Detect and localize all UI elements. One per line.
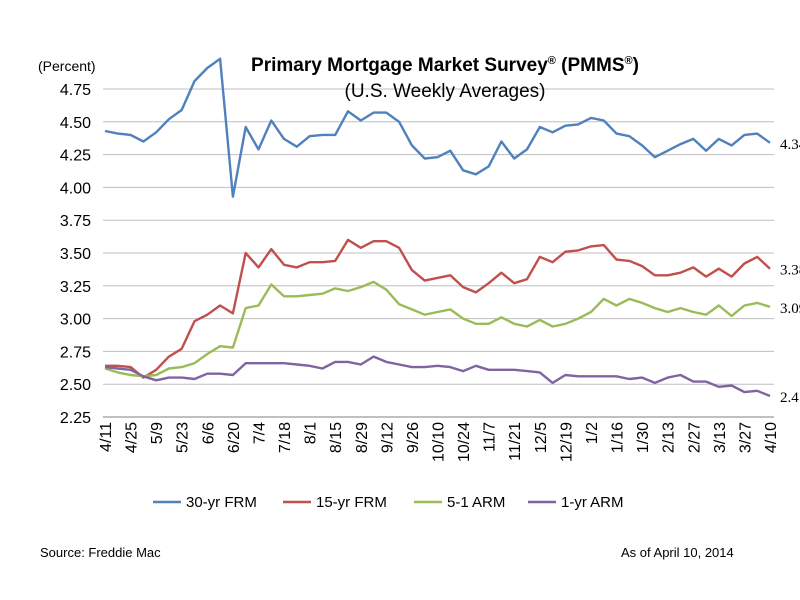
series-line <box>104 280 771 378</box>
x-tick-label: 10/10 <box>431 422 448 462</box>
end-value-labels: 4.34% 3.38% 3.09% 2.41% <box>780 137 800 406</box>
y-axis-ticks: 4.75 4.50 4.25 4.00 3.75 3.50 3.25 3.00 2.75 2.50… <box>60 82 91 427</box>
y-tick-label: 4.50 <box>60 115 91 132</box>
x-tick-label: 3/13 <box>712 422 729 453</box>
x-tick-label: 4/25 <box>124 422 141 453</box>
x-tick-label: 2/13 <box>661 422 678 453</box>
x-tick-label: 9/26 <box>405 422 422 453</box>
y-axis-label: (Percent) <box>38 58 96 74</box>
x-tick-label: 7/18 <box>277 422 294 453</box>
x-tick-label: 4/10 <box>763 422 780 453</box>
series-line <box>104 57 771 198</box>
x-axis-ticks: 4/11 4/25 5/9 5/23 6/6 6/20 7/4 7/18 8/1 8/15 8/29… <box>98 422 780 462</box>
x-tick-label: 1/2 <box>584 422 601 444</box>
legend-label: 30-yr FRM <box>186 494 257 511</box>
y-tick-label: 3.00 <box>60 312 91 329</box>
x-tick-label: 7/4 <box>251 422 268 444</box>
x-tick-label: 11/7 <box>482 422 499 452</box>
x-tick-label: 8/29 <box>354 422 371 453</box>
x-tick-label: 9/12 <box>379 422 396 453</box>
end-value-label: 2.41% <box>780 390 800 406</box>
x-tick-label: 10/24 <box>456 422 473 462</box>
y-tick-label: 4.00 <box>60 180 91 197</box>
x-tick-label: 3/27 <box>737 422 754 453</box>
x-tick-label: 4/11 <box>98 422 115 452</box>
y-tick-label: 3.50 <box>60 246 91 263</box>
chart-subtitle: (U.S. Weekly Averages) <box>345 81 546 102</box>
x-tick-label: 5/23 <box>175 422 192 453</box>
x-tick-label: 8/1 <box>303 422 320 444</box>
x-tick-label: 11/21 <box>507 422 524 461</box>
x-tick-label: 6/6 <box>200 422 217 444</box>
end-value-label: 4.34% <box>780 137 800 153</box>
x-tick-label: 8/15 <box>328 422 345 453</box>
legend-label: 15-yr FRM <box>316 494 387 511</box>
y-tick-label: 3.25 <box>60 279 91 296</box>
end-value-label: 3.09% <box>780 301 800 317</box>
as-of-date: As of April 10, 2014 <box>621 545 734 560</box>
source-note: Source: Freddie Mac <box>40 545 161 560</box>
legend-label: 1-yr ARM <box>561 494 624 511</box>
series-line <box>104 355 771 398</box>
legend: 30-yr FRM 15-yr FRM 5-1 ARM 1-yr ARM <box>153 494 624 511</box>
x-tick-label: 5/9 <box>149 422 166 444</box>
y-tick-label: 4.25 <box>60 148 91 165</box>
y-tick-label: 2.75 <box>60 344 91 361</box>
end-value-label: 3.38% <box>780 263 800 279</box>
y-tick-label: 4.75 <box>60 82 91 99</box>
x-tick-label: 12/5 <box>533 422 550 453</box>
series-lines <box>104 57 771 398</box>
x-tick-label: 2/27 <box>686 422 703 453</box>
x-tick-label: 12/19 <box>558 422 575 462</box>
gridlines <box>103 88 774 418</box>
x-tick-label: 1/16 <box>610 422 627 453</box>
x-tick-label: 6/20 <box>226 422 243 453</box>
y-tick-label: 3.75 <box>60 213 91 230</box>
y-tick-label: 2.50 <box>60 377 91 394</box>
chart-title-group: Primary Mortgage Market Survey® (PMMS®) … <box>251 55 639 102</box>
legend-label: 5-1 ARM <box>447 494 505 511</box>
x-tick-label: 1/30 <box>635 422 652 453</box>
series-line <box>105 238 771 379</box>
chart-title: Primary Mortgage Market Survey® (PMMS®) <box>251 55 639 76</box>
y-tick-label: 2.25 <box>60 410 91 427</box>
